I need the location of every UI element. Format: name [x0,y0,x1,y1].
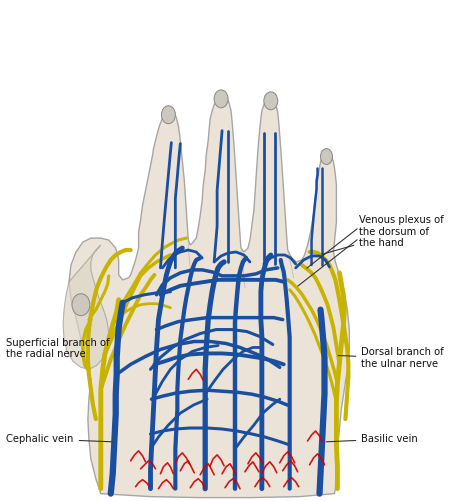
Ellipse shape [214,90,228,108]
Polygon shape [63,245,109,369]
Ellipse shape [162,106,175,124]
Ellipse shape [72,294,90,316]
Text: Venous plexus of
the dorsum of
the hand: Venous plexus of the dorsum of the hand [322,215,444,254]
Polygon shape [69,96,349,497]
Text: Dorsal branch of
the ulnar nerve: Dorsal branch of the ulnar nerve [338,348,444,369]
Text: Basilic vein: Basilic vein [326,434,418,444]
Ellipse shape [320,149,332,164]
Text: Superficial branch of
the radial nerve: Superficial branch of the radial nerve [6,338,116,359]
Ellipse shape [264,92,278,110]
Text: Cephalic vein: Cephalic vein [6,434,113,444]
